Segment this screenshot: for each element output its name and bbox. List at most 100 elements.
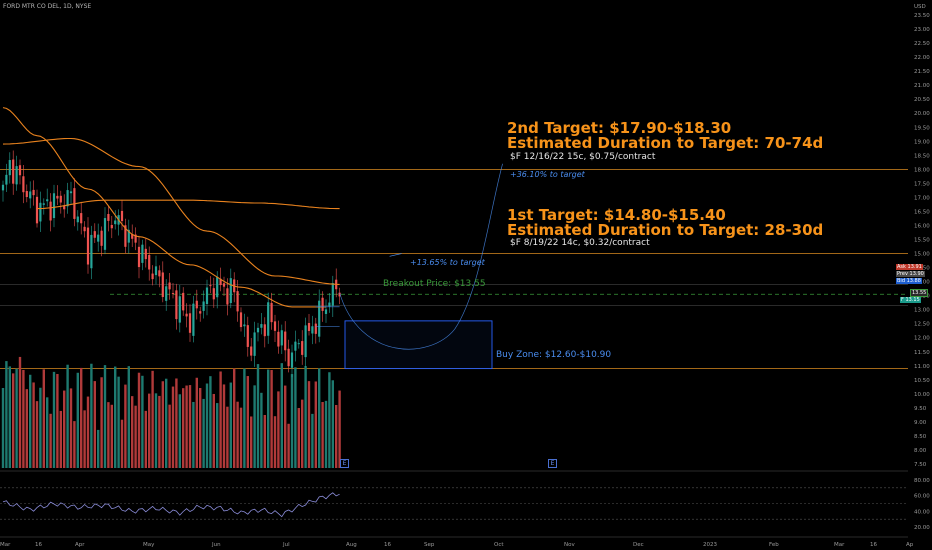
time-axis-label: Aug bbox=[346, 542, 357, 548]
bid-tag: Bid 13.88 bbox=[896, 278, 922, 284]
volume-bar bbox=[8, 366, 11, 468]
target1-option: $F 8/19/22 14c, $0.32/contract bbox=[510, 238, 650, 248]
volume-bar bbox=[290, 374, 294, 468]
candle-body bbox=[270, 302, 273, 323]
last-price-value: 13.15 bbox=[905, 297, 920, 303]
volume-bar bbox=[219, 371, 222, 468]
candle-body bbox=[29, 191, 32, 199]
volume-bar bbox=[178, 394, 181, 468]
candle-body bbox=[35, 196, 39, 224]
candle-body bbox=[297, 343, 300, 345]
volume-bar bbox=[63, 390, 66, 468]
volume-bar bbox=[321, 401, 324, 468]
price-axis-label: 10.50 bbox=[914, 378, 930, 384]
volume-bar bbox=[56, 373, 59, 468]
ask-tag-label: Ask bbox=[897, 264, 906, 270]
price-axis-label: 9.00 bbox=[914, 420, 927, 426]
volume-bar bbox=[151, 370, 154, 468]
candle-body bbox=[307, 323, 311, 331]
volume-bar bbox=[59, 410, 62, 468]
candle-body bbox=[107, 214, 110, 221]
time-axis-label: Dec bbox=[633, 542, 644, 548]
breakout-level-tag: 13.55 bbox=[910, 289, 929, 297]
candle-body bbox=[178, 296, 181, 323]
candle-body bbox=[93, 231, 96, 238]
volume-bar bbox=[80, 367, 83, 468]
time-axis-label: Ap bbox=[906, 542, 914, 548]
candle-body bbox=[127, 229, 130, 243]
volume-bar bbox=[202, 398, 205, 468]
target2-title: 2nd Target: $17.90-$18.30 bbox=[507, 119, 732, 137]
volume-bar bbox=[15, 368, 18, 468]
candle-body bbox=[114, 220, 117, 225]
volume-bar bbox=[127, 366, 130, 468]
volume-bar bbox=[216, 403, 219, 468]
candle-body bbox=[263, 324, 266, 337]
volume-bar bbox=[188, 385, 192, 468]
candle-body bbox=[273, 321, 277, 331]
candle-body bbox=[134, 234, 137, 243]
candle-body bbox=[256, 327, 260, 333]
volume-bar bbox=[42, 369, 45, 468]
time-axis-label: 2023 bbox=[703, 542, 717, 548]
candle-body bbox=[42, 203, 45, 205]
candle-body bbox=[290, 352, 294, 368]
rsi-axis-label: 40.00 bbox=[914, 509, 930, 515]
earnings-badge-2[interactable]: E bbox=[548, 459, 557, 468]
time-axis-label: Apr bbox=[75, 542, 85, 548]
volume-bar bbox=[229, 382, 232, 468]
target1-pct: +13.65% to target bbox=[410, 258, 485, 267]
buy-zone-label: Buy Zone: $12.60-$10.90 bbox=[496, 350, 612, 360]
earnings-badge-1[interactable]: E bbox=[340, 459, 349, 468]
candle-body bbox=[253, 332, 256, 356]
volume-bar bbox=[260, 392, 263, 468]
volume-bar bbox=[25, 389, 28, 468]
time-axis-label: Sep bbox=[424, 542, 435, 548]
volume-bar bbox=[267, 369, 270, 468]
volume-bar bbox=[100, 377, 103, 468]
candle-body bbox=[250, 346, 253, 356]
currency-label: USD bbox=[914, 4, 926, 10]
projection-arrow bbox=[389, 253, 402, 257]
time-axis-label: Mar bbox=[0, 542, 11, 548]
bid-tag-label: Bid bbox=[897, 278, 905, 284]
candle-body bbox=[56, 195, 59, 199]
volume-bar bbox=[32, 382, 35, 468]
candle-body bbox=[12, 159, 15, 184]
moving-average-line bbox=[2, 137, 340, 285]
volume-bar bbox=[1, 388, 5, 468]
candle-body bbox=[216, 276, 219, 298]
candle-body bbox=[124, 225, 127, 247]
candle-body bbox=[287, 348, 290, 367]
candle-body bbox=[188, 313, 192, 333]
volume-bar bbox=[195, 377, 198, 468]
volume-bar bbox=[83, 410, 86, 468]
price-axis-label: 15.50 bbox=[914, 238, 930, 244]
volume-bar bbox=[161, 381, 164, 468]
candle-body bbox=[5, 174, 8, 185]
prev-tag: Prev 13.90 bbox=[896, 271, 925, 277]
candle-body bbox=[236, 291, 239, 312]
volume-bar bbox=[182, 388, 185, 468]
volume-bar bbox=[73, 421, 76, 468]
candle-body bbox=[69, 191, 73, 194]
volume-bar bbox=[148, 393, 151, 468]
price-axis-label: 22.00 bbox=[914, 55, 930, 61]
candle-body bbox=[175, 290, 178, 320]
candle-body bbox=[260, 324, 263, 328]
time-axis-label: Feb bbox=[769, 542, 779, 548]
volume-bar bbox=[294, 367, 297, 468]
volume-bar bbox=[209, 376, 212, 468]
candle-body bbox=[202, 301, 205, 311]
moving-average-line bbox=[2, 107, 326, 308]
volume-bar bbox=[52, 371, 56, 468]
price-axis-label: 18.00 bbox=[914, 167, 930, 173]
candle-body bbox=[90, 234, 93, 269]
candle-body bbox=[277, 331, 280, 347]
price-axis-label: 12.50 bbox=[914, 322, 930, 328]
candle-body bbox=[86, 227, 90, 265]
price-axis-label: 9.50 bbox=[914, 406, 927, 412]
price-axis-label: 11.50 bbox=[914, 350, 930, 356]
volume-bar bbox=[253, 385, 256, 468]
